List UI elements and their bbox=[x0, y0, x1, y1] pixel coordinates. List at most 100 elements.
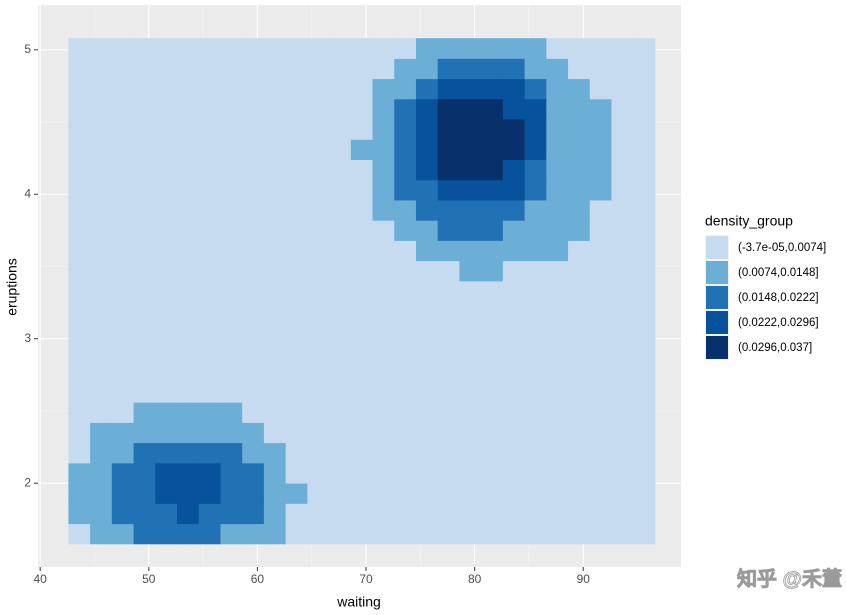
raster-cell bbox=[242, 422, 265, 444]
raster-cell bbox=[111, 260, 134, 282]
raster-cell bbox=[220, 179, 243, 201]
raster-cell bbox=[589, 382, 612, 403]
raster-cell bbox=[133, 462, 156, 484]
raster-cell bbox=[568, 462, 591, 484]
raster-cell bbox=[481, 38, 504, 59]
raster-cell bbox=[372, 139, 395, 160]
raster-cell bbox=[437, 240, 460, 262]
raster-cell bbox=[198, 442, 221, 464]
y-tick-label: 4 bbox=[24, 186, 31, 200]
raster-cell bbox=[285, 361, 308, 383]
raster-cell bbox=[589, 260, 612, 282]
raster-cell bbox=[220, 301, 243, 322]
raster-cell bbox=[242, 402, 265, 423]
raster-cell bbox=[307, 462, 330, 484]
raster-cell bbox=[263, 462, 287, 484]
raster-cell bbox=[437, 301, 460, 322]
raster-cell bbox=[437, 280, 460, 302]
raster-cell bbox=[133, 260, 156, 282]
raster-cell bbox=[307, 483, 330, 504]
raster-cell bbox=[177, 240, 200, 262]
raster-cell bbox=[437, 321, 460, 343]
raster-cell bbox=[198, 301, 221, 322]
raster-cell bbox=[437, 260, 460, 282]
raster-cell bbox=[307, 159, 330, 181]
raster-cell bbox=[459, 159, 482, 181]
raster-cell bbox=[350, 503, 373, 525]
raster-cell bbox=[481, 260, 504, 282]
raster-cell bbox=[220, 38, 243, 59]
raster-cell bbox=[415, 139, 439, 160]
raster-cell bbox=[459, 422, 482, 444]
raster-cell bbox=[589, 341, 612, 363]
raster-cell bbox=[481, 361, 504, 383]
raster-cell bbox=[307, 200, 330, 221]
raster-cell bbox=[68, 523, 91, 545]
raster-cell bbox=[546, 119, 569, 140]
raster-cell bbox=[568, 503, 591, 525]
raster-cell bbox=[394, 179, 417, 201]
raster-cell bbox=[524, 442, 547, 464]
raster-cell bbox=[111, 341, 134, 363]
raster-cell bbox=[90, 78, 113, 100]
raster-cell bbox=[437, 462, 460, 484]
raster-cell bbox=[198, 422, 221, 444]
raster-cell bbox=[372, 240, 395, 262]
raster-cell bbox=[437, 422, 460, 444]
raster-cell bbox=[155, 260, 178, 282]
raster-cell bbox=[155, 442, 178, 464]
raster-cell bbox=[437, 382, 460, 403]
raster-cell bbox=[611, 200, 634, 221]
raster-cell bbox=[90, 98, 113, 120]
raster-cell bbox=[133, 119, 156, 140]
raster-cell bbox=[220, 321, 243, 343]
raster-cell bbox=[611, 119, 634, 140]
raster-cell bbox=[177, 483, 200, 504]
raster-cell bbox=[68, 422, 91, 444]
raster-cell bbox=[415, 361, 439, 383]
raster-cell bbox=[546, 341, 569, 363]
raster-cell bbox=[242, 361, 265, 383]
raster-cell bbox=[394, 503, 417, 525]
raster-cell bbox=[263, 159, 287, 181]
raster-cell bbox=[242, 220, 265, 241]
raster-cell bbox=[90, 260, 113, 282]
raster-cell bbox=[546, 503, 569, 525]
raster-cell bbox=[155, 159, 178, 181]
raster-cell bbox=[350, 321, 373, 343]
raster-cell bbox=[568, 382, 591, 403]
raster-cell bbox=[133, 58, 156, 80]
raster-cell bbox=[481, 382, 504, 403]
raster-cell bbox=[633, 321, 656, 343]
raster-cell bbox=[177, 523, 200, 545]
raster-cell bbox=[307, 301, 330, 322]
raster-cell bbox=[415, 523, 439, 545]
raster-cell bbox=[589, 240, 612, 262]
raster-cell bbox=[415, 119, 439, 140]
raster-cell bbox=[285, 38, 308, 59]
raster-cell bbox=[568, 200, 591, 221]
raster-cell bbox=[133, 483, 156, 504]
raster-cell bbox=[350, 98, 373, 120]
raster-cell bbox=[285, 159, 308, 181]
raster-cell bbox=[589, 78, 612, 100]
raster-cell bbox=[481, 139, 504, 160]
raster-cell bbox=[177, 119, 200, 140]
raster-cell bbox=[263, 119, 287, 140]
raster-cell bbox=[242, 119, 265, 140]
raster-cell bbox=[394, 301, 417, 322]
raster-cell bbox=[133, 402, 156, 423]
raster-cell bbox=[546, 78, 569, 100]
raster-cell bbox=[68, 260, 91, 282]
raster-cell bbox=[329, 361, 352, 383]
raster-cell bbox=[502, 139, 525, 160]
raster-cell bbox=[611, 280, 634, 302]
raster-cell bbox=[111, 382, 134, 403]
raster-cell bbox=[372, 483, 395, 504]
raster-cell bbox=[372, 382, 395, 403]
raster-cell bbox=[502, 78, 525, 100]
raster-cell bbox=[263, 98, 287, 120]
raster-cell bbox=[611, 260, 634, 282]
raster-cell bbox=[546, 200, 569, 221]
